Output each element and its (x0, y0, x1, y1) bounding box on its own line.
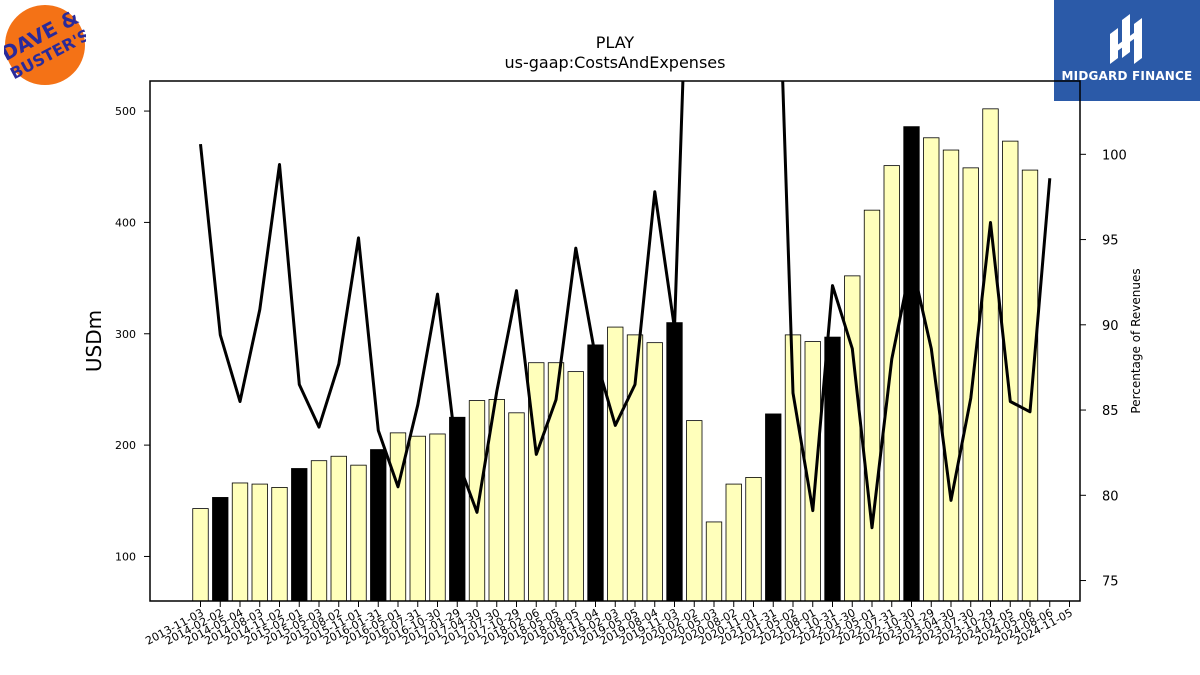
bar (330, 455, 347, 602)
bar (291, 468, 308, 602)
dave-and-busters-logo: DAVE & BUSTER'S (0, 4, 93, 86)
plot-frame (149, 80, 1081, 602)
y2-tick-label: 95 (1102, 234, 1119, 249)
right-axis: 75 80 85 90 95 100 (1080, 148, 1127, 590)
bar (1021, 169, 1039, 602)
bar (765, 413, 782, 602)
bar (310, 460, 328, 602)
bar (587, 344, 604, 602)
bar (863, 209, 881, 602)
y-tick-label: 100 (115, 550, 136, 563)
bar (923, 137, 940, 602)
bar (429, 433, 446, 602)
x-axis: 2013-11-032014-02-022014-05-042014-08-03… (143, 601, 1075, 648)
bar (883, 165, 900, 602)
chart-title: PLAY (596, 33, 635, 52)
y2-axis-label: Percentage of Revenues (1129, 268, 1143, 413)
bar (1002, 140, 1019, 602)
bar (844, 275, 861, 602)
y2-tick-label: 75 (1102, 575, 1119, 590)
y2-tick-label: 90 (1102, 319, 1119, 334)
y2-tick-label: 85 (1102, 404, 1119, 419)
bar (449, 416, 466, 602)
bar (982, 108, 999, 602)
bar (508, 412, 525, 602)
revenue-percentage-line (199, 81, 1052, 530)
bar (745, 477, 762, 602)
bar (350, 464, 367, 602)
bar (646, 342, 663, 602)
bar (686, 420, 703, 602)
bar (271, 487, 288, 602)
bar (251, 483, 268, 602)
bar (192, 508, 209, 602)
bar (567, 371, 584, 602)
left-axis: 100 200 300 400 500 (115, 105, 150, 563)
bar (409, 435, 426, 602)
bar (942, 149, 960, 602)
bar (903, 126, 920, 602)
line-series (199, 81, 1052, 530)
y-tick-label: 400 (115, 216, 136, 229)
y-tick-label: 200 (115, 439, 136, 452)
bar (607, 326, 624, 602)
bar (212, 497, 229, 602)
y-axis-label: USDm (82, 310, 106, 372)
chart-subtitle: us-gaap:CostsAndExpenses (505, 53, 726, 72)
bar (824, 336, 841, 602)
bar-series (192, 108, 1039, 602)
bar (962, 167, 979, 602)
midgard-finance-logo: MIDGARD FINANCE (1054, 0, 1200, 101)
midgard-finance-wordmark: MIDGARD FINANCE (1061, 69, 1193, 83)
bar (666, 322, 683, 602)
bar (370, 449, 387, 602)
bar (705, 521, 723, 602)
y-tick-label: 300 (115, 328, 136, 341)
y-tick-label: 500 (115, 105, 136, 118)
bar (725, 483, 742, 602)
y2-tick-label: 100 (1102, 148, 1127, 163)
bar (231, 482, 249, 602)
y2-tick-label: 80 (1102, 489, 1119, 504)
